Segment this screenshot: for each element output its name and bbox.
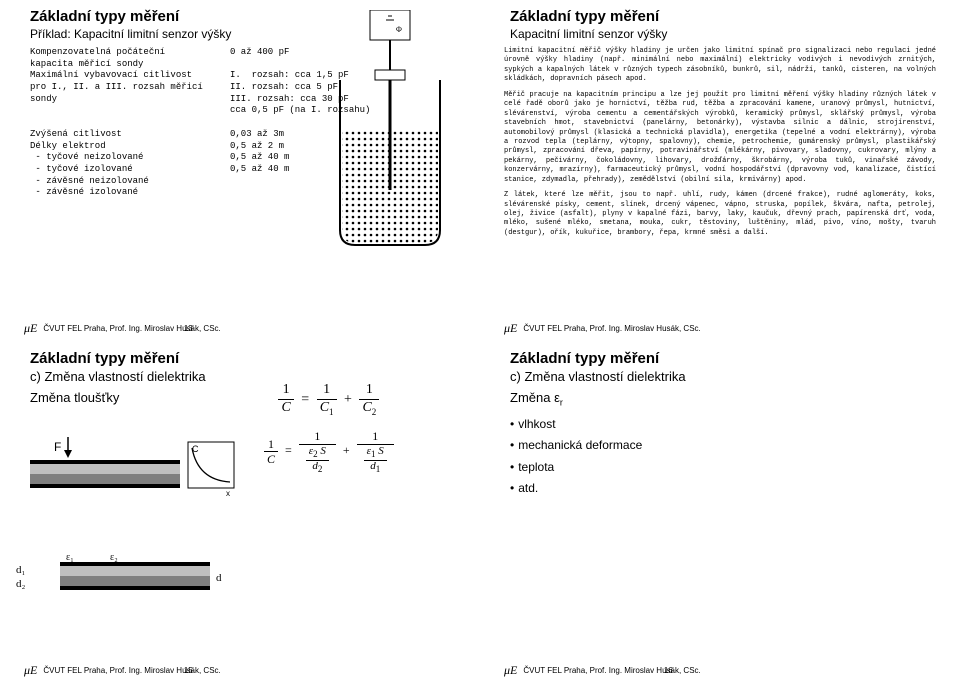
desc-paragraph-2: Měřič pracuje na kapacitním principu a l… (504, 91, 936, 185)
slide-13: Základní typy měření Příklad: Kapacitní … (0, 0, 480, 342)
bullet-item: vlhkost (510, 414, 960, 436)
bottom-capacitor-diagram: ε₁ ε₂ (30, 552, 250, 622)
slide-subtitle: Kapacitní limitní senzor výšky (510, 27, 960, 41)
svg-text:ε₂: ε₂ (110, 552, 118, 563)
d-label: d (216, 572, 222, 584)
d2-label: d₂ (16, 578, 25, 590)
slide-title: Základní typy měření (510, 8, 960, 25)
slide-sub2: Změna εr (510, 390, 960, 408)
bullet-list: vlhkost mechanická deformace teplota atd… (510, 414, 960, 500)
slide-title: Základní typy měření (30, 350, 480, 367)
slide-title: Základní typy měření (510, 350, 960, 367)
slide-footer: μE ČVUT FEL Praha, Prof. Ing. Miroslav H… (504, 663, 701, 678)
svg-text:Φ: Φ (396, 25, 402, 34)
page-number: 13 (184, 324, 193, 333)
bullet-item: mechanická deformace (510, 435, 960, 457)
slide-footer: μE ČVUT FEL Praha, Prof. Ing. Miroslav H… (504, 321, 701, 336)
page-number: 15 (184, 666, 193, 675)
d1-label: d₁ (16, 564, 25, 576)
slide-sub1: c) Změna vlastností dielektrika (30, 369, 480, 384)
eq-num: 1 (278, 382, 293, 400)
footer-text: ČVUT FEL Praha, Prof. Ing. Miroslav Husá… (43, 666, 220, 675)
footer-text: ČVUT FEL Praha, Prof. Ing. Miroslav Husá… (523, 324, 700, 333)
params-left: Kompenzovatelná počáteční kapacita měřic… (30, 47, 200, 199)
slide-sub1: c) Změna vlastností dielektrika (510, 369, 960, 384)
bullet-item: atd. (510, 478, 960, 500)
top-capacitor-diagram: C x (30, 432, 240, 502)
slide-sub2: Změna tloušťky (30, 390, 480, 405)
me-logo: μE (24, 663, 37, 678)
me-logo: μE (504, 321, 517, 336)
page-number: 16 (664, 666, 673, 675)
svg-text:ε₁: ε₁ (66, 552, 74, 563)
tank-diagram: Φ (320, 10, 470, 250)
equations: 1C = 1C1 + 1C2 1C = 1 ε2 S d2 + 1 (260, 382, 398, 474)
slide-footer: μE ČVUT FEL Praha, Prof. Ing. Miroslav H… (24, 663, 221, 678)
slide-16: Základní typy měření c) Změna vlastností… (480, 342, 960, 684)
slide-15: Základní typy měření c) Změna vlastností… (0, 342, 480, 684)
desc-paragraph-1: Limitní kapacitní měřič výšky hladiny je… (504, 47, 936, 85)
footer-text: ČVUT FEL Praha, Prof. Ing. Miroslav Husá… (43, 324, 220, 333)
slide-14: Základní typy měření Kapacitní limitní s… (480, 0, 960, 342)
slide-footer: μE ČVUT FEL Praha, Prof. Ing. Miroslav H… (24, 321, 221, 336)
footer-text: ČVUT FEL Praha, Prof. Ing. Miroslav Husá… (523, 666, 700, 675)
svg-text:x: x (226, 489, 230, 498)
bullet-item: teplota (510, 457, 960, 479)
me-logo: μE (504, 663, 517, 678)
desc-paragraph-3: Z látek, které lze měřit, jsou to např. … (504, 191, 936, 238)
me-logo: μE (24, 321, 37, 336)
